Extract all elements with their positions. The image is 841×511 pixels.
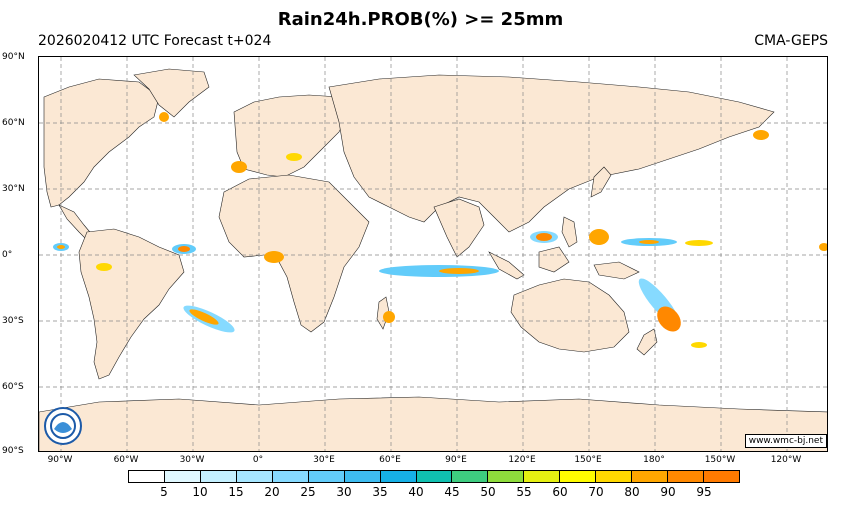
- rain-area: [159, 112, 169, 122]
- lon-label: 0°: [252, 455, 264, 465]
- lon-label: 30°W: [179, 455, 205, 465]
- colorbar-swatch: [200, 471, 237, 482]
- colorbar-swatch: [344, 471, 381, 482]
- landmass-australia: [510, 278, 630, 353]
- land-layer: [39, 68, 827, 451]
- model-name: CMA-GEPS: [754, 33, 828, 49]
- colorbar-tick-label: 20: [264, 485, 280, 499]
- lon-label: 120°E: [508, 455, 536, 465]
- colorbar-swatch: [524, 471, 561, 482]
- lat-label: 60°S: [2, 382, 24, 392]
- lon-label: 150°W: [704, 455, 736, 465]
- landmass-india: [433, 198, 485, 258]
- rain-area: [189, 309, 219, 325]
- colorbar-swatch: [164, 471, 201, 482]
- colorbar-tick-label: 35: [372, 485, 388, 499]
- colorbar-tick-label: 95: [696, 485, 712, 499]
- colorbar-swatch: [129, 471, 165, 482]
- lat-label: 90°N: [2, 52, 25, 62]
- colorbar-tick-label: 15: [228, 485, 244, 499]
- colorbar-swatch: [380, 471, 417, 482]
- rain-area: [57, 245, 65, 249]
- map-panel[interactable]: [38, 56, 828, 452]
- rain-area: [264, 251, 284, 263]
- colorbar-labels: 5 10 15 20 25 30 35 40 45 50 55 60 70 80 90 95: [128, 485, 740, 501]
- colorbar-swatch: [452, 471, 489, 482]
- colorbar-swatch: [704, 471, 739, 482]
- colorbar-tick-label: 30: [336, 485, 352, 499]
- landmass-africa: [218, 174, 370, 333]
- lat-label: 90°S: [2, 446, 24, 456]
- rain-area: [178, 246, 190, 252]
- colorbar-tick-label: 50: [480, 485, 496, 499]
- rain-area: [753, 130, 769, 140]
- lat-label: 60°N: [2, 118, 25, 128]
- colorbar-tick-label: 5: [160, 485, 168, 499]
- landmass-new-guinea: [593, 261, 640, 280]
- cma-logo-icon: [44, 407, 82, 445]
- rain-area: [685, 240, 713, 246]
- landmass-new-zealand: [636, 328, 658, 356]
- colorbar-swatch: [236, 471, 273, 482]
- rain-area: [439, 268, 479, 274]
- rain-area: [589, 229, 609, 245]
- landmass-greenland: [133, 68, 210, 118]
- colorbar-swatch: [308, 471, 345, 482]
- colorbar-swatch: [632, 471, 669, 482]
- landmass-borneo: [538, 246, 570, 273]
- lon-label: 180°: [643, 455, 665, 465]
- landmass-south-america: [78, 228, 185, 380]
- colorbar-tick-label: 55: [516, 485, 532, 499]
- lat-label: 30°S: [2, 316, 24, 326]
- lon-label: 90°E: [445, 455, 467, 465]
- landmass-antarctica: [39, 396, 827, 451]
- rain-area: [231, 161, 247, 173]
- rain-area: [691, 342, 707, 348]
- lat-label: 30°N: [2, 184, 25, 194]
- lon-label: 150°E: [574, 455, 602, 465]
- landmass-sumatra: [488, 251, 525, 280]
- colorbar-tick-label: 80: [624, 485, 640, 499]
- landmass-asia: [328, 74, 775, 233]
- colorbar-tick-label: 10: [192, 485, 208, 499]
- colorbar: [128, 470, 740, 483]
- probability-field: [53, 112, 827, 348]
- colorbar-tick-label: 45: [444, 485, 460, 499]
- run-info: 2026020412 UTC Forecast t+024: [38, 33, 272, 49]
- landmass-north-america: [43, 78, 160, 208]
- map-svg: [39, 57, 827, 451]
- lon-label: 30°E: [313, 455, 335, 465]
- rain-area: [657, 306, 681, 332]
- rain-area: [286, 153, 302, 161]
- lon-label: 120°W: [770, 455, 802, 465]
- rain-area: [819, 243, 827, 251]
- colorbar-tick-label: 90: [660, 485, 676, 499]
- rain-area: [536, 233, 552, 241]
- credit-label[interactable]: www.wmc-bj.net: [744, 434, 827, 448]
- colorbar-swatch: [668, 471, 704, 482]
- map-title: Rain24h.PROB(%) >= 25mm: [277, 9, 564, 30]
- rain-area: [383, 311, 395, 323]
- landmass-philippines: [561, 216, 578, 248]
- graticule: [39, 57, 827, 451]
- colorbar-swatch: [416, 471, 453, 482]
- landmass-japan: [590, 166, 612, 198]
- colorbar-tick-label: 40: [408, 485, 424, 499]
- colorbar-swatch: [560, 471, 597, 482]
- lon-label: 90°W: [47, 455, 73, 465]
- lon-label: 60°W: [113, 455, 139, 465]
- colorbar-swatch: [488, 471, 525, 482]
- lon-label: 60°E: [379, 455, 401, 465]
- colorbar-tick-label: 60: [552, 485, 568, 499]
- rain-area: [96, 263, 112, 271]
- colorbar-tick-label: 25: [300, 485, 316, 499]
- colorbar-swatch: [272, 471, 309, 482]
- colorbar-swatch: [596, 471, 633, 482]
- rain-area: [639, 240, 659, 244]
- colorbar-tick-label: 70: [588, 485, 604, 499]
- lat-label: 0°: [2, 250, 13, 260]
- landmass-europe: [233, 94, 350, 178]
